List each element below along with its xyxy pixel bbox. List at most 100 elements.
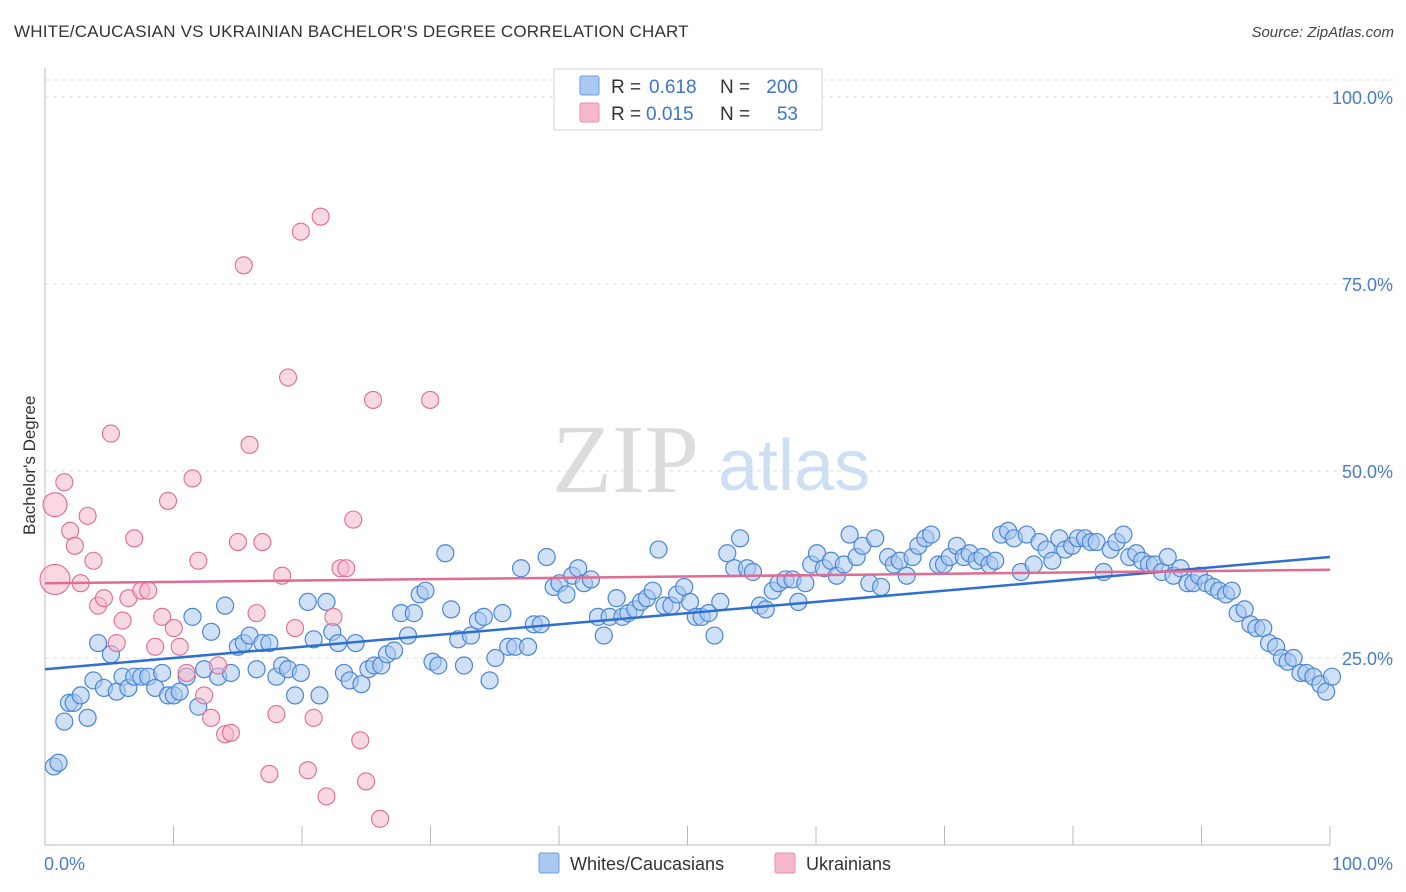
point-whites <box>304 630 323 649</box>
point-whites <box>310 686 329 705</box>
bottom-legend-swatch-whites <box>538 852 560 874</box>
point-ukrainians <box>357 772 376 791</box>
point-ukrainians <box>170 637 189 656</box>
legend-n-value-2: 53 <box>777 104 798 125</box>
point-ukrainians <box>42 492 68 518</box>
point-whites <box>743 562 763 582</box>
point-ukrainians <box>78 506 97 525</box>
point-ukrainians <box>189 551 208 570</box>
point-whites <box>1114 525 1133 544</box>
point-whites <box>153 663 172 683</box>
point-ukrainians <box>278 368 298 387</box>
point-whites <box>285 686 305 705</box>
watermark-atlas: atlas <box>718 426 870 506</box>
point-whites <box>897 566 916 585</box>
point-ukrainians <box>371 809 390 828</box>
point-ukrainians <box>311 207 330 226</box>
point-whites <box>298 592 317 612</box>
point-whites <box>404 604 423 623</box>
point-whites <box>352 675 371 694</box>
point-ukrainians <box>101 424 120 443</box>
point-whites <box>1222 581 1241 600</box>
point-whites <box>537 547 556 567</box>
y-tick-label: 50.0% <box>1342 462 1393 482</box>
point-ukrainians <box>202 708 221 727</box>
axes <box>44 68 1331 846</box>
legend-r-label-2: R = <box>611 104 641 125</box>
trend-line-whites <box>44 555 1331 671</box>
point-whites <box>247 660 266 679</box>
point-whites <box>78 708 97 727</box>
point-ukrainians <box>421 390 440 409</box>
point-whites <box>474 607 493 626</box>
point-ukrainians <box>139 581 158 600</box>
point-whites <box>1322 667 1342 686</box>
point-ukrainians <box>285 619 305 638</box>
point-whites <box>705 626 724 645</box>
point-whites <box>260 633 279 653</box>
bottom-legend-label-ukrainians: Ukrainians <box>806 854 891 874</box>
x-tick-label: 100.0% <box>1332 854 1393 874</box>
point-whites <box>436 544 455 563</box>
legend-r-label-1: R = <box>611 77 641 98</box>
point-ukrainians <box>240 435 259 454</box>
point-ukrainians <box>146 637 165 656</box>
point-whites <box>384 641 404 660</box>
point-ukrainians <box>247 604 266 623</box>
point-ukrainians <box>260 764 279 783</box>
point-whites <box>594 626 613 645</box>
point-whites <box>480 671 499 690</box>
point-whites <box>649 540 668 559</box>
point-whites <box>216 596 235 615</box>
point-ukrainians <box>304 708 323 727</box>
point-whites <box>866 529 885 548</box>
point-ukrainians <box>234 256 253 275</box>
point-ukrainians <box>364 390 383 409</box>
point-ukrainians <box>158 491 178 510</box>
point-ukrainians <box>291 222 310 241</box>
point-ukrainians <box>177 663 196 683</box>
point-whites <box>1158 547 1177 567</box>
point-whites <box>518 637 538 656</box>
point-ukrainians <box>183 469 202 488</box>
y-tick-labels: 25.0% 50.0% 75.0% 100.0% <box>1332 88 1393 669</box>
point-ukrainians <box>317 787 336 806</box>
legend-swatch-ukrainians <box>579 102 600 123</box>
point-whites <box>493 604 512 623</box>
point-whites <box>170 682 189 701</box>
x-tick-label: 0.0% <box>44 854 85 874</box>
point-ukrainians <box>344 510 363 529</box>
y-axis-label: Bachelor's Degree <box>20 396 39 535</box>
point-ukrainians <box>298 761 317 780</box>
point-ukrainians <box>39 563 71 596</box>
point-ukrainians <box>253 533 272 552</box>
point-whites <box>511 559 531 578</box>
point-whites <box>398 626 418 645</box>
point-whites <box>756 600 775 619</box>
point-whites <box>1087 532 1106 552</box>
trend-lines <box>44 555 1331 671</box>
series-whites-points <box>44 521 1342 776</box>
legend-n-value-1: 200 <box>766 77 798 98</box>
point-whites <box>557 585 576 604</box>
point-ukrainians <box>221 723 240 742</box>
point-whites <box>871 577 891 597</box>
point-whites <box>711 592 730 612</box>
legend-n-label-2: N = <box>720 104 750 125</box>
point-whites <box>486 648 505 668</box>
watermark: ZIP atlas <box>552 406 870 514</box>
legend-r-value-1: 0.618 <box>649 77 697 98</box>
point-ukrainians <box>65 536 84 555</box>
point-ukrainians <box>267 705 286 724</box>
point-whites <box>718 544 737 563</box>
point-whites <box>581 570 601 589</box>
legend-r-value-2: 0.015 <box>646 104 694 125</box>
point-whites <box>429 656 448 675</box>
y-tick-label: 25.0% <box>1342 649 1393 669</box>
x-tick-labels: 0.0% 100.0% <box>44 854 1393 874</box>
bottom-legend-label-whites: Whites/Caucasians <box>570 854 724 874</box>
point-ukrainians <box>84 551 103 570</box>
point-ukrainians <box>113 611 132 630</box>
y-tick-label: 75.0% <box>1342 275 1393 295</box>
